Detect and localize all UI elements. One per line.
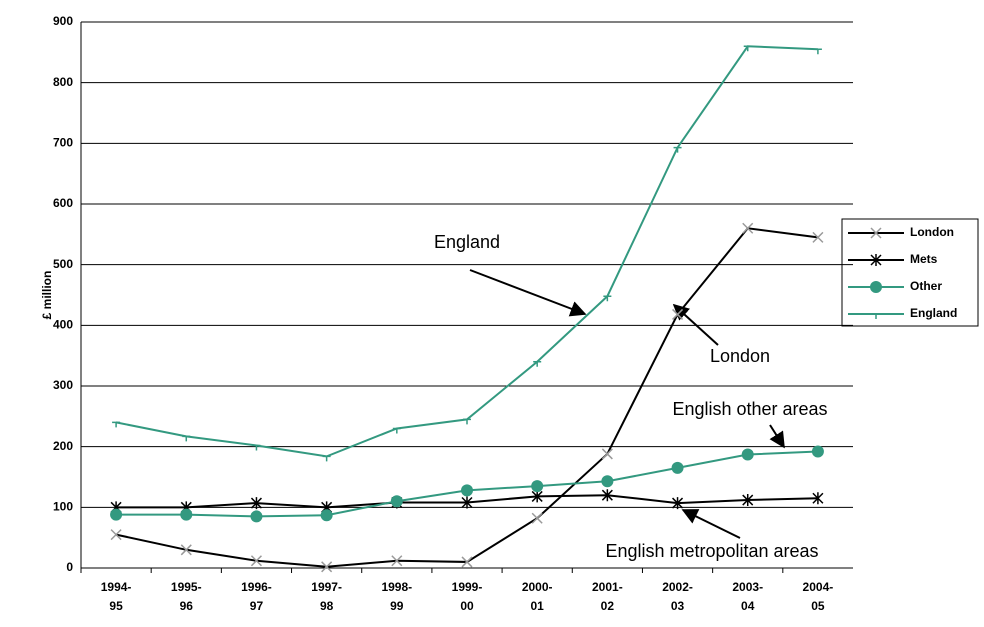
x-tick-label: 2001-02 [592, 580, 623, 613]
marker [110, 508, 123, 521]
legend-marker [870, 281, 882, 293]
marker [390, 495, 403, 508]
y-tick-label: 100 [53, 500, 73, 514]
marker [742, 494, 754, 507]
arrow [469, 269, 587, 317]
x-tick-label: 1995-96 [171, 580, 202, 613]
marker [601, 475, 614, 488]
legend-marker [872, 313, 880, 319]
marker [742, 222, 754, 234]
x-tick-label: 1998-99 [381, 580, 412, 613]
x-tick-label: 1994-95 [101, 580, 132, 613]
y-tick-label: 400 [53, 318, 73, 332]
marker [392, 427, 401, 434]
legend-box [841, 218, 979, 327]
marker [180, 508, 193, 521]
marker [741, 448, 754, 461]
annotation: English other areas [672, 399, 827, 419]
marker [672, 308, 684, 320]
marker [673, 146, 682, 153]
marker [671, 461, 684, 474]
marker [463, 418, 471, 425]
marker [250, 497, 262, 510]
x-tick-label: 1997-98 [311, 580, 342, 613]
x-tick-label: 2004-05 [803, 580, 834, 613]
marker [601, 448, 613, 460]
arrow [769, 424, 785, 449]
y-axis-label: £ million [40, 271, 54, 320]
marker [320, 509, 333, 522]
y-tick-label: 900 [53, 14, 73, 28]
marker [461, 484, 473, 497]
y-tick-label: 200 [53, 439, 73, 453]
legend-label: England [910, 306, 957, 320]
marker [531, 512, 543, 524]
legend-label: London [910, 225, 954, 239]
marker [603, 295, 612, 302]
marker [252, 444, 261, 451]
marker [112, 421, 121, 428]
marker [672, 497, 684, 510]
marker [250, 510, 263, 523]
x-tick-label: 2002-03 [662, 580, 693, 613]
marker [812, 231, 824, 243]
marker [321, 561, 333, 573]
arrow [681, 509, 741, 539]
annotation: England [434, 232, 500, 252]
legend-marker [870, 254, 882, 266]
marker [322, 455, 331, 462]
legend-label: Other [910, 279, 942, 293]
legend-label: Mets [910, 252, 938, 266]
marker [531, 480, 544, 493]
y-tick-label: 800 [53, 75, 73, 89]
marker [182, 435, 191, 442]
marker [811, 445, 824, 458]
y-tick-label: 0 [66, 560, 73, 574]
marker [743, 45, 752, 52]
x-tick-label: 2003-04 [732, 580, 763, 613]
marker [533, 360, 542, 367]
y-tick-label: 600 [53, 196, 73, 210]
marker [391, 555, 403, 567]
x-tick-label: 1999-00 [452, 580, 483, 613]
legend-marker [870, 227, 882, 239]
marker [110, 529, 122, 541]
y-tick-label: 700 [53, 136, 73, 150]
x-tick-label: 1996-97 [241, 580, 272, 613]
annotation: London [710, 346, 770, 366]
marker [813, 48, 822, 55]
marker [601, 489, 613, 502]
marker [531, 490, 543, 503]
marker [461, 496, 473, 509]
y-tick-label: 500 [53, 257, 73, 271]
marker [461, 556, 473, 568]
marker [180, 544, 192, 556]
marker [812, 492, 824, 505]
x-tick-label: 2000-01 [522, 580, 553, 613]
marker [250, 555, 262, 567]
y-tick-label: 300 [53, 378, 73, 392]
annotation: English metropolitan areas [605, 541, 818, 561]
